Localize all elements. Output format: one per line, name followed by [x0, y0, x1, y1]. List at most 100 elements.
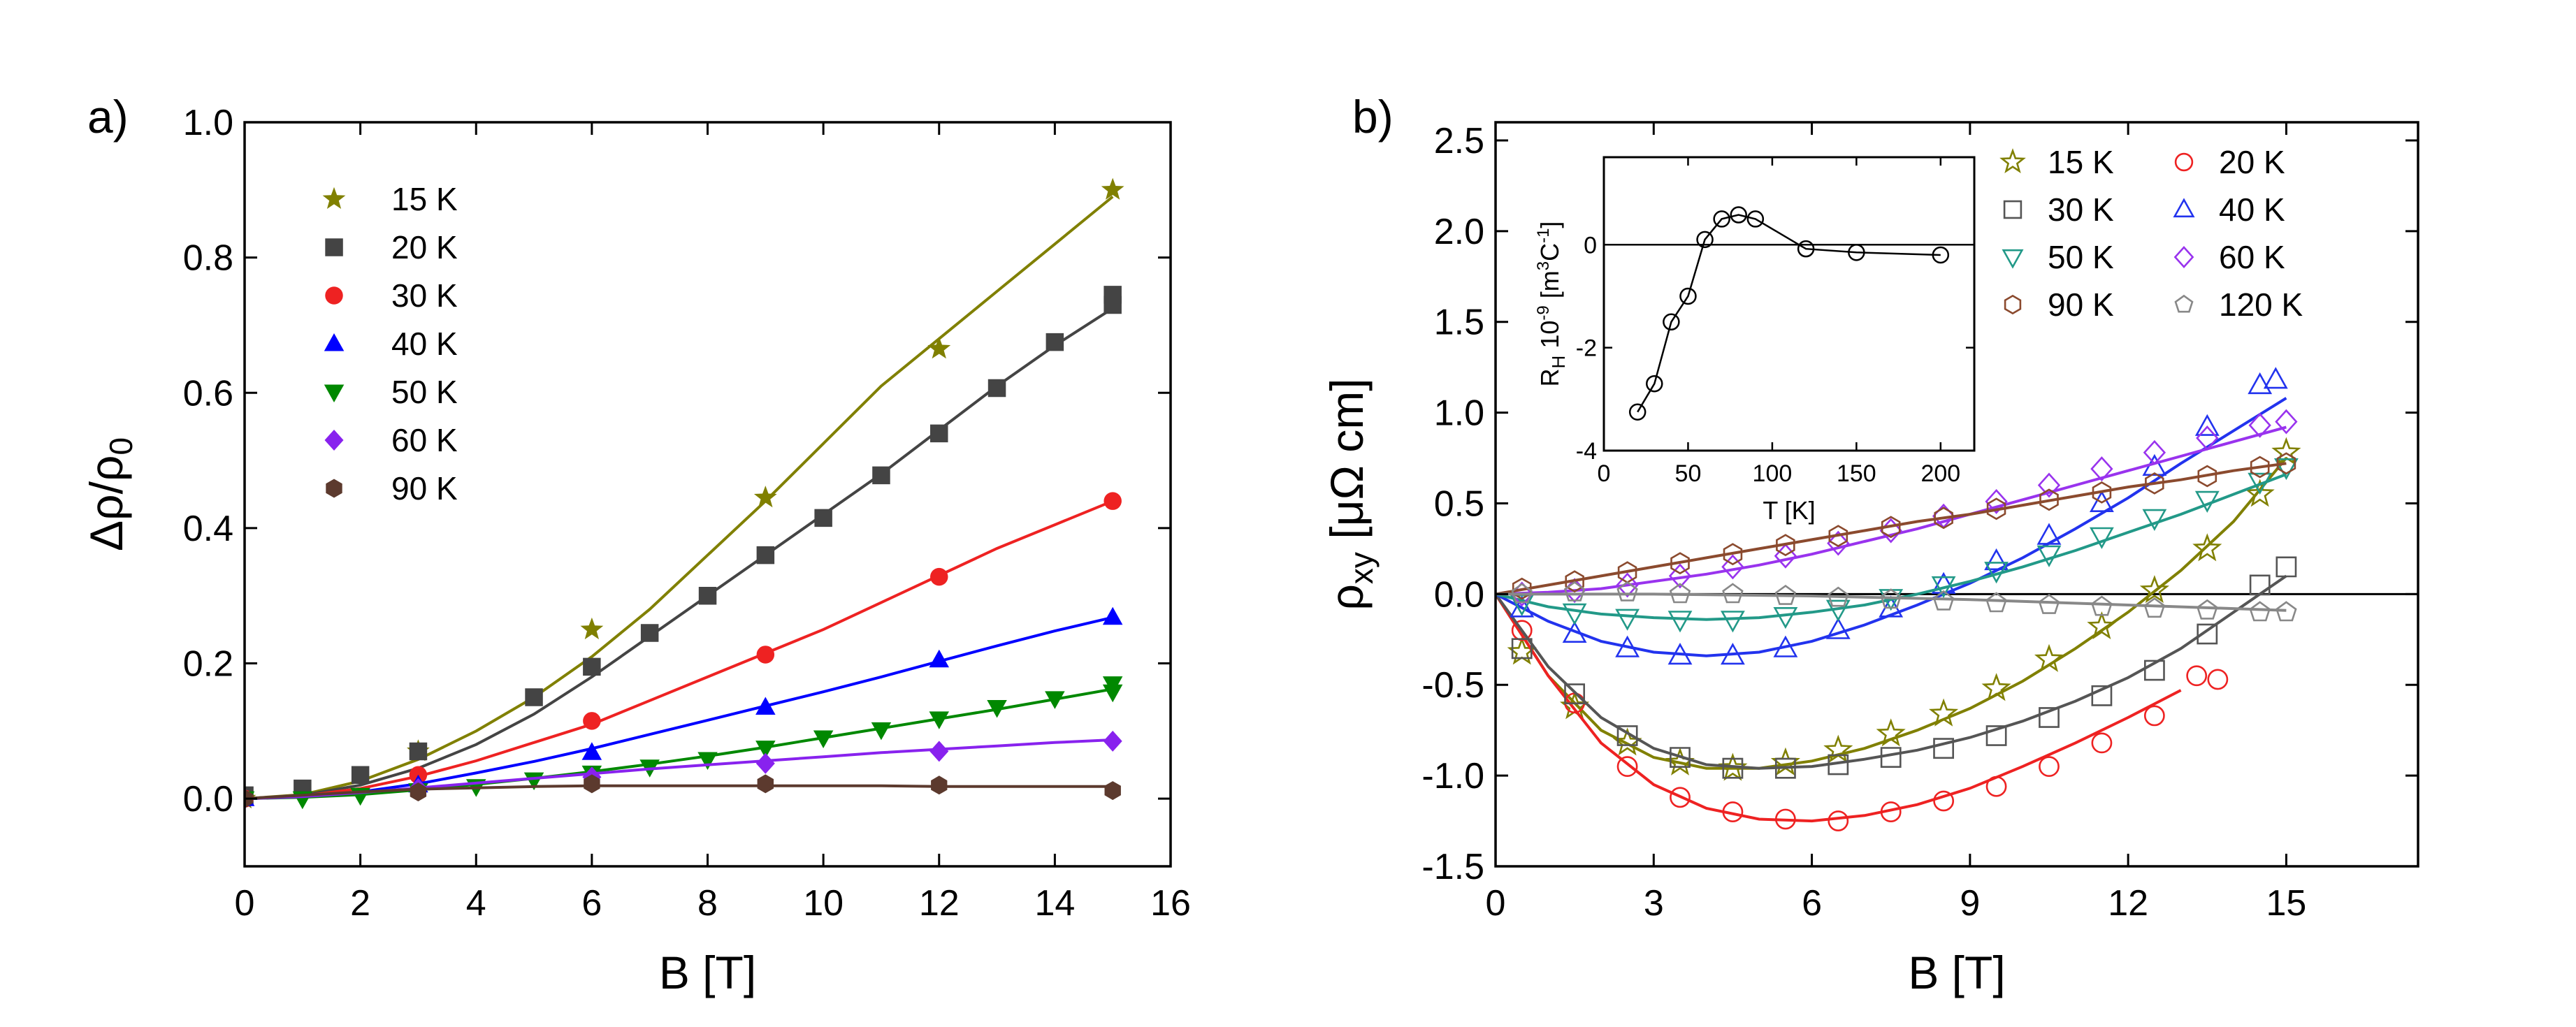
- point-60-k: [1879, 518, 1902, 544]
- point-90-k: [1104, 781, 1121, 801]
- legend-marker-60-k: [2173, 246, 2194, 268]
- y-tick-label: 2.0: [1434, 212, 1484, 252]
- point-15-k: [927, 337, 951, 359]
- point-50-k: [1045, 691, 1065, 709]
- point-15-k: [580, 617, 604, 640]
- inset-hall-coefficient: 0 50 100 150 200 -4 -2 0 T [K] RH 10-9 [m3C-1]: [1534, 156, 1976, 525]
- point-50-k: [1825, 599, 1851, 622]
- legend-marker-90-k: [326, 479, 342, 498]
- point-30-k: [930, 567, 948, 586]
- panel-label: b): [1352, 91, 1394, 143]
- point-120-k: [1669, 583, 1691, 604]
- point-30-k: [1880, 747, 1902, 768]
- point-60-k: [2143, 439, 2166, 465]
- panel-b: 0 3 6 9 12 15 -1.5 -1.0 -0.5 0.0 0.5 1.0 1.5 2.0 2.5 B …: [1321, 91, 2419, 998]
- legend-label-90-k: 90 K: [391, 470, 458, 507]
- x-tick-label: 9: [1960, 883, 1980, 924]
- point-30-k: [1616, 725, 1638, 746]
- fit-line-30-k: [1496, 574, 2287, 770]
- point-20-k: [1933, 790, 1955, 812]
- point-40-k: [1615, 635, 1640, 657]
- point-120-k: [1722, 583, 1744, 604]
- inset-point: [1663, 313, 1680, 331]
- fit-line-90-k: [1496, 462, 2287, 596]
- point-90-k: [1986, 497, 2006, 520]
- x-tick-label: 14: [1034, 883, 1075, 924]
- inset-point: [1696, 231, 1714, 249]
- inset-y-tick-label: -2: [1576, 335, 1597, 362]
- point-40-k: [2194, 414, 2220, 436]
- point-120-k: [2143, 597, 2166, 618]
- y-tick-label: 0.2: [183, 644, 233, 685]
- legend-label-40-k: 40 K: [391, 326, 458, 362]
- inset-point: [1679, 287, 1697, 305]
- point-60-k: [2248, 412, 2271, 438]
- point-15-k: [1929, 698, 1959, 727]
- point-120-k: [2038, 593, 2060, 614]
- point-30-k: [1511, 638, 1533, 660]
- point-40-k: [2248, 372, 2273, 395]
- point-60-k: [1103, 730, 1122, 752]
- point-60-k: [2090, 456, 2113, 482]
- point-15-k: [2034, 643, 2064, 672]
- legend-marker-15-k: [322, 187, 346, 209]
- fit-line-30-k: [245, 500, 1113, 801]
- x-axis-label: B [T]: [659, 947, 756, 998]
- legend-marker-90-k: [2004, 294, 2022, 315]
- point-60-k: [1985, 488, 2008, 514]
- point-30-k: [2249, 574, 2271, 596]
- legend: 15 K 20 K 30 K 40 K 50 K 60 K 90 K 120 K: [1999, 144, 2303, 323]
- inset-y-axis-label: RH 10-9 [m3C-1]: [1534, 221, 1569, 387]
- inset-point: [1713, 210, 1730, 228]
- inset-x-axis-label: T [K]: [1763, 496, 1815, 525]
- fit-line-50-k: [1496, 473, 2287, 621]
- legend-label-90-k: 90 K: [2048, 286, 2114, 323]
- point-40-k: [1102, 606, 1123, 625]
- point-90-k: [410, 782, 427, 801]
- point-90-k: [2250, 456, 2270, 479]
- fit-line-15-k: [245, 195, 1114, 801]
- inset-series-line: [1637, 214, 1941, 413]
- inset-point: [1932, 246, 1950, 264]
- x-tick-label: 0: [1486, 883, 1506, 924]
- point-90-k: [2092, 481, 2112, 504]
- point-90-k: [1565, 570, 1584, 593]
- y-tick-label: 1.0: [183, 103, 233, 143]
- y-tick-label: 0.4: [183, 509, 233, 549]
- point-40-k: [2263, 367, 2288, 389]
- x-tick-label: 3: [1644, 883, 1664, 924]
- fit-line-120-k: [1496, 592, 2287, 612]
- x-tick-label: 6: [1802, 883, 1822, 924]
- point-120-k: [1985, 592, 2007, 613]
- point-90-k: [1776, 534, 1795, 557]
- legend-label-30-k: 30 K: [2048, 191, 2114, 228]
- y-axis-label: Δρ/ρ0: [80, 437, 139, 551]
- inset-background: [1604, 157, 1974, 451]
- point-60-k: [1721, 554, 1744, 580]
- point-15-k: [1876, 718, 1906, 747]
- y-tick-label: 0.8: [183, 238, 233, 279]
- legend-label-15-k: 15 K: [391, 181, 458, 217]
- point-20-k: [987, 379, 1006, 398]
- point-50-k: [987, 700, 1007, 718]
- point-30-k: [1722, 757, 1744, 779]
- y-tick-label: -0.5: [1421, 665, 1484, 706]
- point-120-k: [2197, 599, 2218, 620]
- point-20-k: [2186, 665, 2208, 687]
- x-tick-label: 15: [2266, 883, 2307, 924]
- point-20-k: [583, 657, 601, 676]
- point-90-k: [931, 775, 948, 795]
- point-120-k: [1511, 583, 1533, 604]
- y-tick-label: -1.0: [1421, 756, 1484, 796]
- point-20-k: [2091, 732, 2113, 754]
- point-15-k: [1981, 673, 2011, 701]
- point-30-k: [1828, 754, 1849, 775]
- x-tick-label: 8: [697, 883, 718, 924]
- point-120-k: [1616, 581, 1638, 602]
- point-20-k: [1616, 756, 1638, 778]
- point-50-k: [1562, 603, 1587, 625]
- point-60-k: [929, 741, 949, 762]
- legend-marker-120-k: [2174, 294, 2194, 313]
- legend-label-60-k: 60 K: [2219, 239, 2285, 275]
